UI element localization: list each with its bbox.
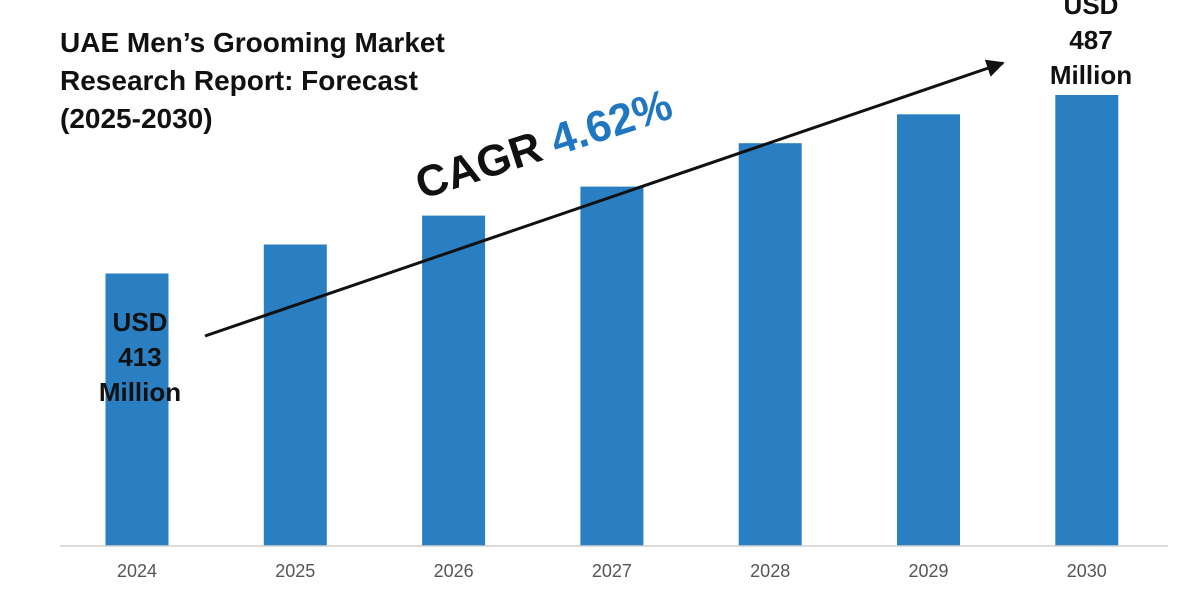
growth-arrow: [204, 59, 1005, 338]
x-tick-2027: 2027: [592, 561, 632, 581]
x-tick-2024: 2024: [117, 561, 157, 581]
end-currency: USD: [1063, 0, 1119, 20]
bar-2030: [1055, 95, 1119, 546]
end-amount: 487: [1069, 25, 1113, 55]
x-tick-2030: 2030: [1067, 561, 1107, 581]
x-tick-2025: 2025: [275, 561, 315, 581]
bar-2026: [422, 215, 486, 546]
x-tick-2029: 2029: [908, 561, 948, 581]
bar-2028: [738, 143, 802, 546]
bar-2025: [263, 244, 327, 546]
start-value-label: USD 413 Million: [70, 305, 210, 410]
bar-2024: [105, 273, 169, 546]
x-tick-2026: 2026: [434, 561, 474, 581]
start-amount: 413: [118, 342, 162, 372]
x-tick-2028: 2028: [750, 561, 790, 581]
start-unit: Million: [98, 377, 182, 407]
bar-2027: [580, 186, 644, 546]
end-value-label: USD 487 Million: [1021, 0, 1161, 93]
chart-title: UAE Men’s Grooming Market Research Repor…: [60, 27, 445, 134]
bar-2029: [897, 114, 960, 547]
end-unit: Million: [1049, 60, 1133, 90]
start-currency: USD: [112, 307, 168, 337]
